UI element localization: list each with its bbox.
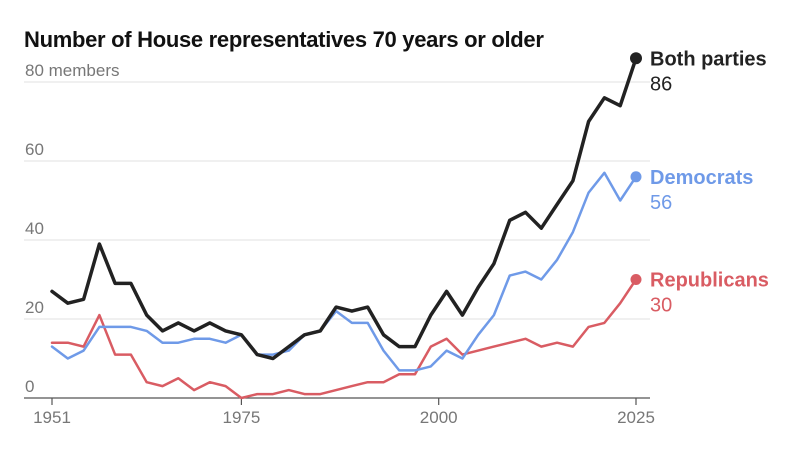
series-end-value-democrats: 56 xyxy=(650,192,672,214)
series-name-republicans: Republicans xyxy=(650,270,769,292)
x-axis: 1951 1975 2000 2025 xyxy=(24,397,655,427)
series-line-democrats xyxy=(50,171,638,372)
y-tick-label: 0 xyxy=(25,377,34,396)
series-end-dot-republicans xyxy=(630,274,642,285)
y-axis-ticks: 0 20 40 60 80 members xyxy=(25,61,119,396)
y-tick-label: 80 members xyxy=(25,61,119,80)
series-name-democrats: Democrats xyxy=(650,167,753,189)
series-end-dot-both-parties xyxy=(630,52,642,65)
x-tick-label: 1951 xyxy=(33,408,71,427)
series-line-republicans xyxy=(50,278,638,400)
gridlines xyxy=(24,81,650,320)
y-tick-label: 40 xyxy=(25,219,44,238)
series-end-labels: Republicans 30 Democrats 56 Both parties 86 xyxy=(630,48,769,317)
x-tick-label: 2000 xyxy=(420,408,458,427)
series-lines xyxy=(50,56,638,400)
series-end-value-both-parties: 86 xyxy=(650,73,672,95)
series-end-value-republicans: 30 xyxy=(650,295,672,317)
y-tick-label: 60 xyxy=(25,140,44,159)
x-tick-label: 1975 xyxy=(222,408,260,427)
series-name-both-parties: Both parties xyxy=(650,48,767,70)
series-end-dot-democrats xyxy=(630,171,642,183)
series-line-both-parties xyxy=(50,56,638,361)
y-tick-label: 20 xyxy=(25,298,44,317)
x-tick-label: 2025 xyxy=(617,408,655,427)
chart-title: Number of House representatives 70 years… xyxy=(24,27,544,52)
